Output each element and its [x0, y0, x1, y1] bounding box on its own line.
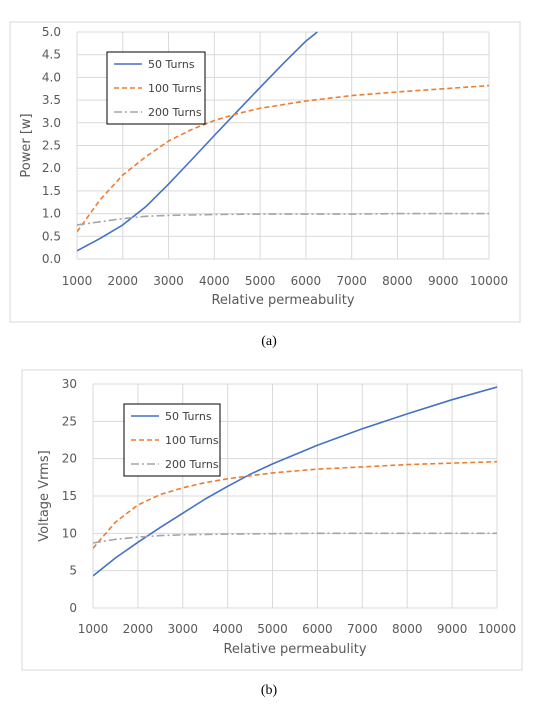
x-tick-label: 10000 — [470, 274, 508, 288]
y-tick-label: 2.5 — [42, 139, 61, 153]
x-tick-label: 7000 — [336, 274, 367, 288]
x-axis-title: Relative permeabulity — [211, 293, 354, 308]
y-tick-label: 4.0 — [42, 70, 61, 84]
y-tick-label: 5 — [69, 564, 77, 578]
y-tick-label: 1.0 — [42, 207, 61, 221]
series-line-100-turns — [93, 460, 497, 549]
x-tick-label: 1000 — [78, 622, 109, 636]
x-tick-label: 3000 — [153, 274, 184, 288]
x-tick-label: 3000 — [168, 622, 199, 636]
chart-b: 1000 2000 3000 4000 5000 6000 7000 8000 9000 1000… — [21, 369, 523, 698]
y-tick-label: 25 — [62, 414, 77, 428]
series-line-200-turns — [93, 532, 497, 544]
y-axis-title: Power [w] — [19, 113, 34, 177]
legend-label: 100 Turns — [148, 82, 202, 95]
chart-a: 1000 2000 3000 4000 5000 6000 7000 8000 9000 1000… — [9, 21, 521, 349]
figure-caption: (b) — [261, 683, 278, 698]
series-line-50-turns — [93, 386, 497, 577]
x-tick-label: 2000 — [123, 622, 154, 636]
y-tick-label: 2.0 — [42, 161, 61, 175]
series-line-100-turns — [77, 84, 489, 233]
chart-frame — [9, 21, 521, 323]
chart-frame — [21, 369, 523, 671]
x-tick-label: 5000 — [257, 622, 288, 636]
y-tick-label: 30 — [62, 377, 77, 391]
legend: 50 Turns 100 Turns 200 Turns — [106, 51, 206, 125]
legend-label: 100 Turns — [165, 434, 219, 447]
x-tick-label: 10000 — [478, 622, 516, 636]
x-tick-label: 8000 — [382, 274, 413, 288]
y-tick-label: 15 — [62, 489, 77, 503]
legend: 50 Turns 100 Turns 200 Turns — [123, 403, 221, 477]
y-tick-label: 5.0 — [42, 25, 61, 39]
legend-label: 200 Turns — [165, 458, 219, 471]
y-tick-label: 0.5 — [42, 229, 61, 243]
y-tick-label: 4.5 — [42, 48, 61, 62]
x-tick-label: 4000 — [212, 622, 243, 636]
x-tick-label: 7000 — [347, 622, 378, 636]
y-tick-label: 0 — [69, 601, 77, 615]
y-tick-label: 20 — [62, 452, 77, 466]
x-tick-label: 2000 — [108, 274, 139, 288]
x-tick-label: 9000 — [437, 622, 468, 636]
x-axis-title: Relative permeabulity — [223, 642, 366, 657]
legend-label: 50 Turns — [165, 410, 212, 423]
x-tick-label: 8000 — [392, 622, 423, 636]
y-tick-label: 0.0 — [42, 252, 61, 266]
x-tick-label: 9000 — [428, 274, 459, 288]
legend-label: 50 Turns — [148, 58, 195, 71]
y-tick-label: 3.0 — [42, 116, 61, 130]
x-tick-label: 5000 — [245, 274, 276, 288]
x-tick-label: 4000 — [199, 274, 230, 288]
y-tick-label: 3.5 — [42, 93, 61, 107]
series-line-200-turns — [77, 212, 489, 226]
y-tick-label: 1.5 — [42, 184, 61, 198]
x-tick-label: 6000 — [302, 622, 333, 636]
legend-label: 200 Turns — [148, 106, 202, 119]
x-tick-label: 1000 — [62, 274, 93, 288]
x-tick-label: 6000 — [291, 274, 322, 288]
figure-caption: (a) — [261, 334, 277, 349]
y-axis-title: Voltage Vrms] — [37, 450, 52, 541]
y-tick-label: 10 — [62, 526, 77, 540]
series-line-50-turns — [77, 31, 318, 252]
